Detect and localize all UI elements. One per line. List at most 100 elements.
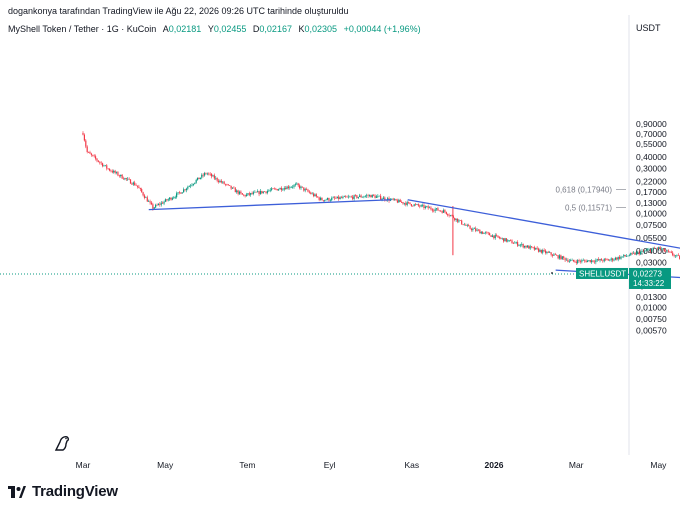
candle-body	[645, 250, 647, 251]
candle-body	[514, 242, 516, 244]
candle-body	[85, 140, 87, 147]
candle-body	[272, 188, 274, 190]
candle-body	[212, 175, 214, 177]
candle-body	[480, 231, 482, 234]
candle-body	[655, 248, 657, 249]
candle-body	[535, 247, 537, 250]
candle-body	[402, 202, 404, 204]
candle-body	[431, 209, 433, 211]
candle-body	[132, 182, 134, 185]
candle-body	[273, 188, 276, 190]
candle-body	[206, 173, 208, 175]
candle-body	[194, 182, 196, 184]
candle-body	[430, 207, 432, 210]
candle-body	[561, 256, 563, 260]
candle-body	[526, 245, 528, 248]
candle-body	[510, 240, 512, 241]
y-tick-label: 0,01000	[636, 303, 667, 313]
fibonacci-labels: 0,618 (0,17940) 0,5 (0,11571)	[556, 186, 626, 213]
candle-body	[294, 184, 297, 186]
candle-body	[108, 168, 111, 171]
candle-body	[198, 177, 200, 180]
candle-body	[219, 180, 221, 182]
candle-body	[482, 231, 484, 234]
candle-body	[558, 255, 561, 259]
candle-body	[227, 184, 229, 186]
candle-body	[448, 215, 450, 216]
candle-body	[96, 158, 98, 161]
candle-body	[293, 185, 295, 187]
candle-body	[170, 197, 172, 200]
candle-body	[674, 255, 677, 257]
candle-body	[283, 187, 285, 190]
candle-body	[570, 260, 572, 261]
candle-body	[673, 255, 675, 257]
candle-body	[240, 191, 242, 194]
candle-body	[498, 237, 501, 239]
candle-body	[178, 192, 181, 193]
candle-body	[103, 165, 105, 167]
candle-body	[259, 190, 262, 195]
candle-body	[298, 185, 301, 189]
candle-body	[183, 189, 185, 193]
y-tick-label: 0,10000	[636, 209, 667, 219]
candle-body	[268, 190, 270, 192]
candle-body	[588, 260, 590, 261]
candle-body	[556, 255, 558, 256]
candle-body	[349, 196, 351, 198]
candle-body	[487, 232, 489, 234]
candle-body	[326, 198, 329, 200]
candle-body	[409, 202, 411, 205]
candle-body	[375, 196, 378, 198]
candle-body	[187, 186, 189, 189]
candle-body	[352, 196, 354, 199]
candle-body	[356, 195, 358, 198]
candle-body	[329, 200, 331, 201]
candle-body	[599, 259, 601, 261]
candle-body	[254, 191, 256, 193]
trendline	[407, 199, 680, 249]
candle-body	[630, 252, 632, 256]
candle-body	[396, 200, 399, 203]
candle-body	[266, 191, 269, 193]
x-tick-label: May	[650, 460, 667, 470]
candle-body	[201, 174, 203, 178]
candle-body	[394, 198, 396, 200]
replay-dino-icon[interactable]	[54, 435, 70, 451]
x-tick-label: Kas	[404, 460, 419, 470]
candle-body	[546, 252, 548, 254]
candle-body	[479, 230, 481, 234]
candle-body	[465, 224, 467, 226]
y-tick-label: 0,90000	[636, 119, 667, 129]
candle-body	[111, 171, 113, 173]
candle-body	[617, 256, 619, 260]
candle-body	[89, 152, 91, 154]
candle-body	[423, 205, 425, 208]
tradingview-logo-text: TradingView	[32, 483, 118, 500]
candle-body	[456, 218, 459, 222]
candle-body	[318, 197, 320, 200]
candle-body	[613, 259, 615, 261]
candle-body	[231, 187, 234, 189]
x-tick-label: Tem	[239, 460, 255, 470]
candle-body	[166, 199, 168, 201]
candle-body	[333, 197, 336, 199]
candle-body	[195, 179, 197, 183]
candle-body	[101, 163, 104, 167]
symbol-legend: MyShell Token / Tether · 1G · KuCoin A0,…	[8, 24, 421, 34]
candle-body	[374, 195, 376, 198]
candle-body	[391, 198, 393, 200]
candle-body	[421, 205, 424, 206]
candle-body	[315, 194, 317, 197]
candle-body	[530, 246, 533, 247]
candle-body	[163, 201, 165, 204]
candle-body	[455, 218, 457, 221]
candle-body	[525, 245, 527, 248]
candle-body	[637, 251, 639, 253]
fib-level-label: 0,5 (0,11571)	[565, 204, 612, 213]
candle-body	[585, 260, 587, 263]
candle-body	[625, 255, 628, 257]
candle-body	[156, 204, 158, 206]
candle-body	[529, 246, 531, 249]
